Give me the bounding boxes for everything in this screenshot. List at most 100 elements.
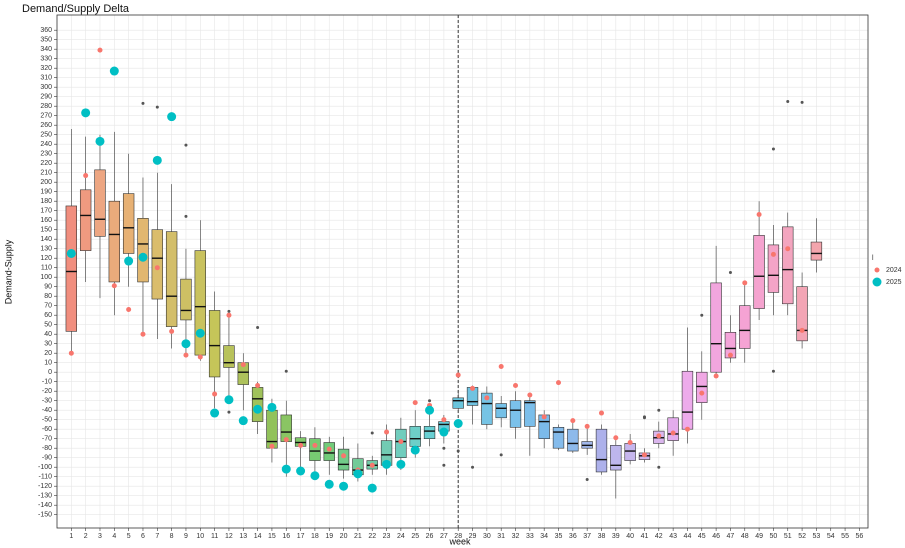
point	[140, 331, 146, 337]
point	[312, 442, 318, 448]
y-tick-label: 140	[40, 236, 52, 243]
point	[197, 354, 203, 360]
y-tick-label: 70	[44, 303, 52, 310]
x-tick-label: 3	[98, 533, 102, 540]
point	[296, 466, 306, 476]
point	[785, 246, 791, 252]
point	[267, 402, 277, 412]
point	[382, 459, 392, 469]
box	[509, 400, 522, 428]
box	[810, 241, 823, 261]
x-tick-label: 33	[526, 533, 534, 540]
y-tick-label: 190	[40, 189, 52, 196]
box	[309, 438, 321, 461]
point	[656, 433, 662, 439]
point	[238, 416, 248, 426]
point	[770, 251, 776, 257]
y-tick-label: 220	[40, 160, 52, 167]
y-tick-label: 230	[40, 151, 52, 158]
box	[266, 409, 278, 449]
outlier	[442, 463, 446, 467]
x-tick-label: 46	[712, 533, 720, 540]
y-tick-label: 120	[40, 255, 52, 262]
y-tick-label: 160	[40, 217, 52, 224]
y-tick-label: 20	[44, 350, 52, 357]
outlier	[184, 143, 188, 147]
point	[353, 469, 363, 479]
x-tick-label: 13	[239, 533, 247, 540]
x-tick-label: 19	[325, 533, 333, 540]
point	[410, 445, 420, 455]
y-tick-label: 260	[40, 122, 52, 129]
box	[65, 205, 78, 332]
outlier	[771, 147, 775, 151]
x-tick-label: 42	[655, 533, 663, 540]
point	[584, 423, 590, 429]
box	[739, 305, 751, 349]
box	[423, 426, 436, 440]
point	[253, 404, 263, 414]
box	[624, 443, 636, 461]
point	[283, 437, 289, 443]
x-tick-label: 32	[512, 533, 520, 540]
outlier	[499, 453, 503, 457]
x-tick-label: 24	[397, 533, 405, 540]
box	[180, 278, 192, 321]
point	[396, 459, 406, 469]
outlier	[771, 369, 775, 373]
legend-symbol	[872, 277, 882, 287]
point	[83, 173, 89, 179]
point	[195, 328, 205, 338]
box	[122, 193, 135, 254]
y-tick-label: -40	[42, 407, 52, 414]
box	[782, 226, 794, 305]
y-tick-label: -50	[42, 417, 52, 424]
y-tick-label: 0	[48, 369, 52, 376]
point	[152, 155, 162, 165]
x-tick-label: 18	[311, 533, 319, 540]
x-tick-label: 51	[784, 533, 792, 540]
x-tick-label: 35	[555, 533, 563, 540]
panel-border	[56, 14, 869, 529]
chart-title: Demand/Supply Delta	[22, 3, 130, 15]
x-tick-label: 55	[841, 533, 849, 540]
box	[194, 250, 206, 356]
x-axis-title: week	[448, 536, 471, 546]
point	[255, 383, 261, 388]
y-tick-label: -150	[38, 512, 52, 519]
y-tick-label: -10	[42, 379, 52, 386]
box	[724, 331, 737, 359]
y-tick-label: 80	[44, 293, 52, 300]
box	[337, 448, 350, 471]
x-tick-label: 6	[141, 533, 145, 540]
outlier	[442, 446, 446, 450]
y-tick-label: 340	[40, 46, 52, 53]
point	[598, 410, 604, 416]
legend-symbol	[874, 267, 880, 273]
y-tick-label: -110	[39, 474, 53, 481]
box	[524, 400, 536, 427]
x-tick-label: 27	[440, 533, 448, 540]
box	[409, 426, 421, 447]
point	[224, 395, 234, 405]
x-tick-label: 36	[569, 533, 577, 540]
outlier	[585, 478, 589, 482]
point	[126, 307, 132, 312]
box	[208, 310, 221, 378]
y-tick-label: 170	[40, 208, 52, 215]
box	[767, 244, 780, 293]
point	[298, 442, 304, 448]
point	[183, 352, 189, 358]
point	[212, 391, 218, 397]
y-tick-label: 270	[40, 113, 52, 120]
point	[412, 400, 418, 406]
x-tick-label: 2	[84, 533, 88, 540]
point	[324, 479, 334, 489]
box	[667, 417, 679, 441]
y-tick-label: 90	[44, 284, 52, 291]
y-tick-label: 310	[40, 75, 52, 82]
outlier	[141, 101, 145, 105]
outlier	[155, 105, 159, 109]
box	[610, 445, 622, 471]
